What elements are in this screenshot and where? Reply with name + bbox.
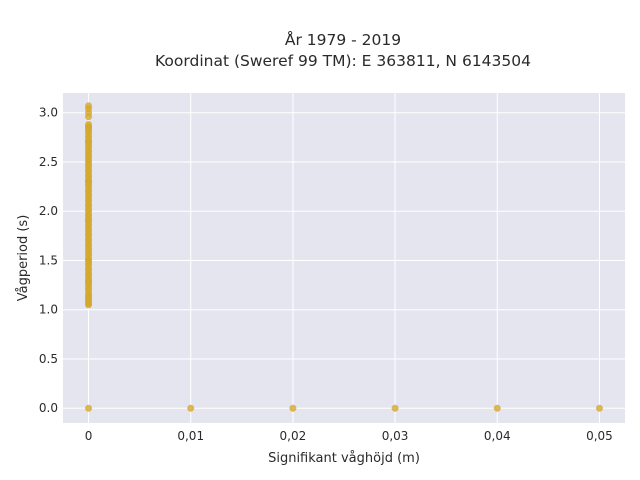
x-tick-label: 0,05 [586,429,613,443]
plot-area [63,93,625,423]
data-point [85,300,93,308]
data-point [85,138,93,146]
x-tick-label: 0,02 [280,429,307,443]
data-point [85,178,93,186]
y-tick-label: 0.5 [39,352,58,366]
data-point [493,404,501,412]
y-axis-label: Vågperiod (s) [16,215,31,302]
y-axis-ticks: 0.0 0.5 1.0 1.5 2.0 2.5 3.0 [39,106,58,416]
chart-title-line-1: År 1979 - 2019 [285,30,401,49]
data-point [85,102,93,110]
chart-title-line-2: Koordinat (Sweref 99 TM): E 363811, N 61… [155,52,531,70]
y-tick-label: 1.0 [39,303,58,317]
y-tick-label: 1.5 [39,253,58,267]
data-point [187,404,195,412]
data-point [85,404,93,412]
x-axis-label: Signifikant våghöjd (m) [268,451,420,466]
data-point [391,404,399,412]
x-tick-label: 0 [85,429,93,443]
data-point [85,293,93,301]
y-tick-label: 0.0 [39,401,58,415]
data-point [289,404,297,412]
data-point [85,123,93,131]
y-tick-label: 3.0 [39,106,58,120]
data-point [85,217,93,225]
x-axis-ticks: 0 0,01 0,02 0,03 0,04 0,05 [85,429,613,443]
x-tick-label: 0,03 [382,429,409,443]
y-tick-label: 2.5 [39,155,58,169]
x-tick-label: 0,04 [484,429,511,443]
data-point [595,404,603,412]
data-points [85,102,603,412]
data-point [85,278,93,286]
grid-lines [63,93,625,423]
y-tick-label: 2.0 [39,204,58,218]
x-tick-label: 0,01 [177,429,204,443]
data-point [85,256,93,264]
